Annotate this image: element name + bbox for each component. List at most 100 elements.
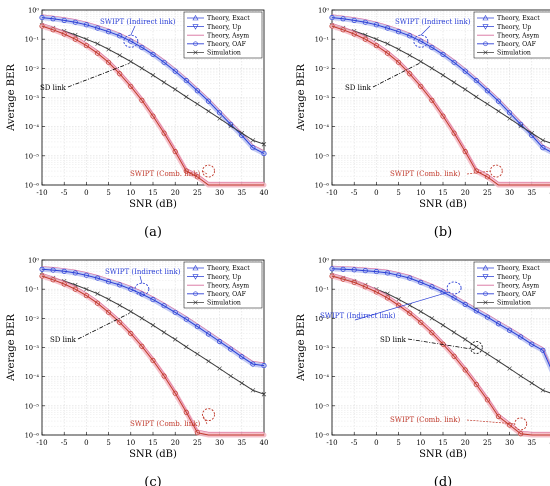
data-point	[106, 59, 112, 65]
x-tick-label: 25	[193, 189, 202, 197]
data-point	[540, 138, 546, 143]
y-tick-label: 10⁻⁵	[315, 152, 330, 160]
x-tick-label: -5	[61, 189, 68, 197]
data-point	[484, 174, 490, 180]
x-tick-label: 35	[237, 439, 246, 447]
annotation-label-combined: SWIPT (Comb. link)	[390, 170, 460, 178]
data-point	[183, 78, 189, 84]
data-point	[473, 168, 479, 174]
x-tick-label: 0	[374, 189, 378, 197]
data-point	[485, 351, 490, 357]
annotation-label-indirect: SWIPT (Indirect link)	[395, 18, 471, 26]
annotation-label-indirect: SWIPT (Indirect link)	[320, 312, 396, 320]
data-point	[139, 44, 145, 50]
data-point	[351, 31, 357, 37]
data-point	[94, 275, 101, 281]
data-point	[529, 341, 535, 347]
data-point	[362, 284, 368, 290]
x-tick-label: 30	[215, 189, 224, 197]
annotation-label-combined: SWIPT (Comb. link)	[390, 416, 460, 424]
data-point	[172, 309, 178, 315]
data-point	[194, 430, 200, 436]
data-point	[351, 267, 357, 273]
x-tick-label: 15	[439, 439, 448, 447]
data-point	[172, 149, 178, 155]
legend-label: Simulation	[497, 50, 531, 57]
x-tick-label: 20	[461, 439, 470, 447]
data-point	[451, 130, 457, 136]
series-asym-line	[41, 273, 264, 433]
x-axis-label: SNR (dB)	[419, 449, 467, 460]
legend-marker	[192, 24, 199, 30]
annotation-label-indirect: SWIPT (Indirect link)	[105, 268, 181, 276]
data-point	[106, 279, 112, 285]
x-tick-label: 20	[171, 439, 180, 447]
data-point	[184, 94, 189, 100]
data-point	[440, 51, 446, 57]
data-point	[83, 272, 89, 278]
legend-label: Theory, Asym	[497, 32, 539, 39]
x-tick-label: 10	[416, 439, 425, 447]
data-point	[172, 390, 178, 396]
data-point	[183, 409, 189, 415]
data-point	[507, 116, 512, 121]
legend-marker	[482, 14, 489, 21]
data-point	[161, 80, 167, 85]
chart-panel-3: -10 -5 0 5 10 15 20 25 30 35 40 10⁻⁶ 10⁻⁵ 10⁻⁴ 10⁻³ 10⁻…	[6, 257, 268, 486]
data-point	[83, 293, 89, 299]
data-point	[39, 273, 45, 279]
data-point	[396, 297, 401, 302]
legend-label: Simulation	[207, 50, 241, 57]
data-point	[194, 88, 200, 94]
data-point	[540, 145, 546, 151]
x-tick-label: -10	[326, 189, 337, 197]
data-point	[261, 142, 267, 147]
y-tick-label: 10⁻³	[25, 344, 40, 352]
legend-marker	[193, 50, 198, 55]
x-tick-label: -5	[351, 189, 358, 197]
x-axis-label: SNR (dB)	[129, 199, 177, 210]
annotation-arrow-indirect	[354, 291, 450, 321]
data-point	[473, 308, 479, 314]
x-tick-label: 5	[106, 439, 110, 447]
data-point	[72, 286, 78, 292]
legend-label: Simulation	[207, 300, 241, 307]
data-point	[206, 358, 211, 364]
data-point	[507, 327, 513, 333]
panel-label: (a)	[144, 225, 162, 240]
data-point	[396, 272, 402, 278]
series-line	[331, 25, 550, 186]
data-point	[429, 316, 435, 321]
x-tick-label: 25	[193, 439, 202, 447]
annotation-label-sd: SD link	[40, 84, 67, 92]
series-line	[41, 275, 264, 436]
data-point	[128, 83, 134, 89]
data-point	[128, 38, 134, 44]
legend-label: Theory, Exact	[497, 265, 540, 272]
data-point	[195, 351, 200, 357]
y-tick-label: 10⁻¹	[315, 286, 330, 294]
data-point	[172, 337, 178, 342]
data-point	[329, 15, 335, 21]
x-tick-label: 40	[260, 439, 269, 447]
data-point	[407, 33, 413, 39]
data-point	[161, 59, 167, 65]
data-point	[83, 43, 89, 49]
data-point	[440, 323, 446, 328]
data-point	[340, 276, 346, 282]
x-tick-label: 40	[260, 189, 269, 197]
annotation-arrow-combined	[466, 419, 515, 425]
y-tick-label: 10⁻⁴	[25, 123, 40, 131]
x-tick-label: 35	[527, 439, 536, 447]
data-point	[117, 303, 122, 308]
legend-marker	[482, 274, 489, 280]
data-point	[384, 25, 391, 31]
series-line	[41, 268, 265, 367]
data-point	[39, 266, 45, 272]
data-point	[128, 59, 134, 64]
annotation-arrow-sd	[407, 338, 475, 350]
chart-panel-1: -10 -5 0 5 10 15 20 25 30 35 40 10⁻⁶ 10⁻⁵ 10⁻⁴ 10⁻³ 10⁻…	[6, 7, 268, 241]
data-point	[540, 347, 546, 353]
data-point	[128, 309, 134, 314]
data-point	[250, 388, 256, 393]
